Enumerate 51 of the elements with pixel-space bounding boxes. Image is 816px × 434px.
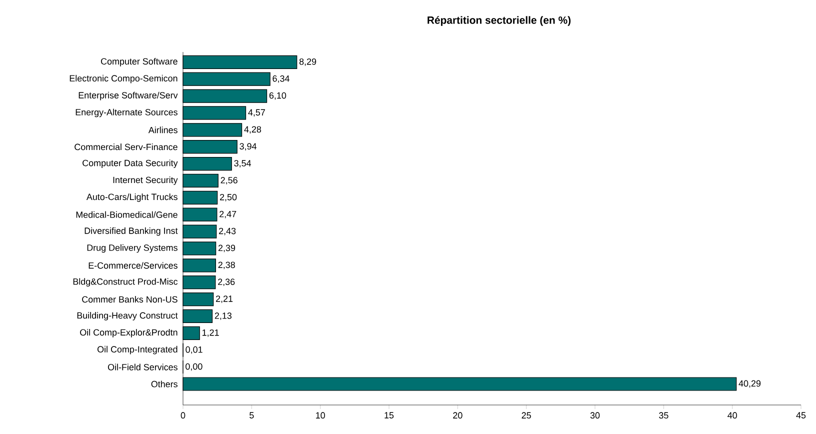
y-tick-label: Bldg&Construct Prod-Misc bbox=[73, 278, 178, 287]
data-label: 8,29 bbox=[299, 58, 316, 66]
data-label: 6,10 bbox=[269, 92, 286, 100]
x-tick-label: 20 bbox=[453, 412, 462, 419]
data-label: 2,56 bbox=[220, 177, 238, 184]
data-label: 4,57 bbox=[248, 109, 265, 117]
data-label: 4,28 bbox=[244, 126, 262, 134]
data-label: 0,00 bbox=[186, 363, 202, 371]
data-label: 3,54 bbox=[234, 160, 252, 168]
y-tick-label: Commercial Serv-Finance bbox=[74, 144, 178, 150]
data-label: 0,01 bbox=[186, 346, 202, 354]
data-label: 2,13 bbox=[214, 312, 232, 320]
y-tick-label: Computer Software bbox=[101, 58, 178, 66]
x-tick-label: 40 bbox=[728, 412, 737, 419]
y-tick-label: Computer Data Security bbox=[82, 160, 178, 168]
y-tick-label: Oil-Field Services bbox=[108, 364, 178, 370]
data-label: 40,29 bbox=[738, 380, 761, 388]
x-tick-label: 45 bbox=[796, 412, 806, 418]
x-tick-label: 0 bbox=[180, 412, 186, 419]
y-tick-label: Others bbox=[151, 380, 178, 388]
y-tick-label: Building-Heavy Construct bbox=[77, 312, 178, 320]
x-tick-label: 35 bbox=[659, 412, 668, 419]
y-tick-label: Enterprise Software/Serv bbox=[78, 92, 178, 100]
data-label: 1,21 bbox=[202, 329, 219, 337]
y-tick-label: Airlines bbox=[148, 126, 178, 134]
y-tick-label: Commer Banks Non-US bbox=[82, 296, 178, 303]
data-label: 3,94 bbox=[240, 143, 256, 151]
y-tick-label: Auto-Cars/Light Trucks bbox=[86, 193, 178, 202]
y-tick-label: Electronic Compo-Semicon bbox=[70, 74, 178, 84]
data-label: 2,36 bbox=[218, 278, 235, 286]
x-tick-label: 15 bbox=[384, 412, 394, 418]
y-tick-label: Oil Comp-Explor&Prodtn bbox=[80, 328, 178, 338]
x-tick-label: 5 bbox=[250, 412, 254, 418]
chart-title: Répartition sectorielle (en %) bbox=[428, 16, 571, 26]
y-tick-label: Diversified Banking Inst bbox=[84, 227, 178, 236]
data-label: 2,39 bbox=[218, 244, 236, 252]
data-label: 2,50 bbox=[220, 194, 237, 202]
x-tick-label: 25 bbox=[522, 412, 531, 419]
y-tick-label: Drug Delivery Systems bbox=[87, 244, 178, 253]
y-tick-label: E-Commerce/Services bbox=[88, 262, 178, 269]
y-tick-label: Internet Security bbox=[113, 176, 178, 185]
y-tick-label: Medical-Biomedical/Gene bbox=[76, 211, 178, 218]
data-label: 2,47 bbox=[220, 210, 236, 218]
y-tick-label: Oil Comp-Integrated bbox=[98, 346, 178, 354]
data-label: 2,38 bbox=[218, 262, 235, 270]
data-label: 2,21 bbox=[216, 296, 233, 303]
x-tick-label: 30 bbox=[590, 412, 600, 419]
data-label: 2,43 bbox=[219, 228, 236, 236]
x-tick-label: 10 bbox=[316, 412, 325, 419]
y-tick-label: Energy-Alternate Sources bbox=[76, 108, 178, 118]
data-label: 6,34 bbox=[272, 75, 290, 83]
